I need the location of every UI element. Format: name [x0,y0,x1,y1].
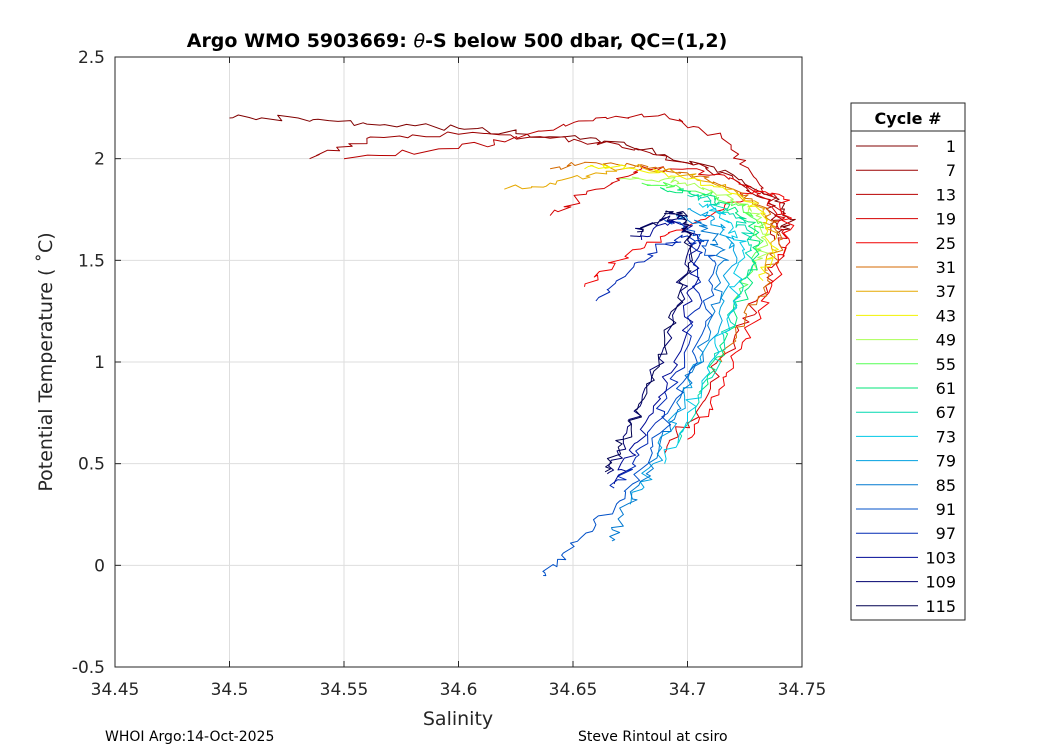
x-tick-label-2: 34.55 [320,680,369,700]
y-tick-label-6: 2.5 [78,48,105,68]
series-line-49 [618,176,771,271]
y-tick-label-4: 1.5 [78,251,105,271]
legend-label-25: 25 [936,234,956,253]
legend-title: Cycle # [875,109,942,128]
series-line-91 [542,219,717,577]
series-line-43 [584,164,779,282]
legend-label-43: 43 [936,306,956,325]
y-tick-label-1: 0 [94,556,105,576]
chart-title: Argo WMO 5903669: θ-S below 500 dbar, QC… [187,30,728,52]
legend: Cycle # 1 7 13 19 25 31 37 43 49 55 61 67 73 79 85 91 97… [850,102,966,621]
axis-ticks: 34.45 34.5 34.55 34.6 34.65 34.7 34.75 -0.5 0 0.5… [72,48,827,700]
y-tick-label-2: 0.5 [78,455,105,475]
title-prefix: Argo WMO 5903669: [187,30,414,52]
legend-label-109: 109 [925,573,956,592]
legend-label-19: 19 [936,210,956,229]
title-theta: θ [413,30,425,52]
legend-label-103: 103 [925,548,956,567]
legend-label-55: 55 [936,355,956,374]
legend-label-13: 13 [936,185,956,204]
series-line-37 [504,163,779,271]
legend-label-7: 7 [946,161,956,180]
y-tick-label-5: 2 [94,150,105,170]
y-tick-label-0: -0.5 [72,658,105,678]
series-line-67 [677,194,756,444]
x-tick-label-0: 34.45 [91,680,140,700]
legend-items: 1 7 13 19 25 31 37 43 49 55 61 67 73 79 85 91 97 103 109 11… [856,137,956,616]
series-line-115 [604,210,693,473]
series-line-79 [629,208,738,505]
series-line-13 [343,113,786,241]
series-line-1 [229,114,796,237]
legend-box [850,102,966,621]
legend-label-97: 97 [936,524,956,543]
legend-label-91: 91 [936,500,956,519]
legend-label-115: 115 [925,597,956,616]
x-tick-label-3: 34.6 [440,680,478,700]
x-tick-label-6: 34.75 [778,680,827,700]
y-axis-label: Potential Temperature ( ˚C) [35,232,57,491]
legend-label-49: 49 [936,331,956,350]
footer-right: Steve Rintoul at csiro [578,729,728,745]
legend-label-1: 1 [946,137,956,156]
x-tick-label-4: 34.65 [549,680,598,700]
x-tick-label-1: 34.5 [211,680,249,700]
series-line-85 [609,215,729,542]
legend-label-37: 37 [936,282,956,301]
series-line-97 [595,234,703,489]
footer-left: WHOI Argo:14-Oct-2025 [105,729,274,745]
x-tick-label-5: 34.7 [669,680,707,700]
series-line-103 [613,219,702,485]
legend-label-31: 31 [936,258,956,277]
legend-label-61: 61 [936,379,956,398]
y-tick-label-3: 1 [94,353,105,373]
series-line-7 [309,131,780,231]
legend-label-79: 79 [936,452,956,471]
legend-label-73: 73 [936,427,956,446]
series-line-19 [549,165,788,454]
series-line-61 [660,187,761,393]
data-series [229,113,796,577]
legend-label-67: 67 [936,403,956,422]
legend-label-85: 85 [936,476,956,495]
series-line-73 [663,203,747,464]
x-axis-label: Salinity [423,708,493,730]
title-suffix: -S below 500 dbar, QC=(1,2) [425,30,727,52]
series-line-25 [584,188,795,440]
